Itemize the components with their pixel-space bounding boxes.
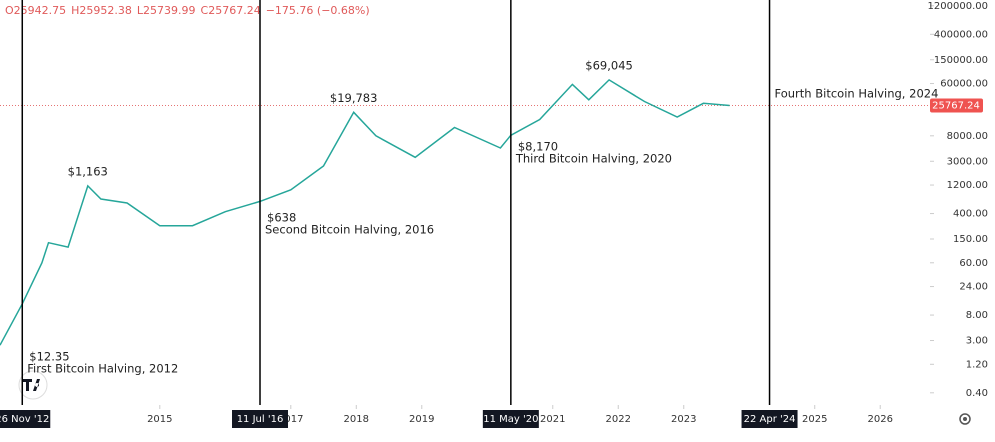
y-tick-label: 60000.00 xyxy=(940,79,988,90)
y-tick-label: 1.20 xyxy=(966,359,988,370)
x-tick-label: 2026 xyxy=(867,414,892,425)
halving-date: 26 Nov '12 xyxy=(0,414,49,425)
y-tick-label: 150000.00 xyxy=(934,55,988,66)
halving-price: $12.35 xyxy=(29,350,69,364)
ohlc-change: −175.76 (−0.68%) xyxy=(266,4,370,17)
halving-name: Third Bitcoin Halving, 2020 xyxy=(515,152,672,166)
halving-name: Fourth Bitcoin Halving, 2024 xyxy=(775,87,939,101)
ohlc-low: L25739.99 xyxy=(137,4,196,17)
y-tick-label: 8000.00 xyxy=(947,131,988,142)
peak-label: $69,045 xyxy=(585,58,633,72)
x-tick-label: 2018 xyxy=(344,414,369,425)
y-tick-label: 1200.00 xyxy=(947,180,988,191)
ohlc-high: H25952.38 xyxy=(71,4,132,17)
y-tick-label: 1200000.00 xyxy=(928,1,988,12)
halving-price: $638 xyxy=(267,211,296,225)
x-tick-label: 2025 xyxy=(802,414,827,425)
ohlc-open: O25942.75 xyxy=(5,4,66,17)
x-tick-label: 2015 xyxy=(147,414,172,425)
price-line xyxy=(0,78,730,346)
peak-label: $1,163 xyxy=(68,164,108,178)
x-tick-label: 2019 xyxy=(409,414,434,425)
halving-name: Second Bitcoin Halving, 2016 xyxy=(265,223,434,237)
tradingview-logo xyxy=(18,370,48,400)
peak-label: $19,783 xyxy=(330,91,378,105)
x-tick-label: 2023 xyxy=(671,414,696,425)
halving-date-tag xyxy=(0,410,51,428)
x-tick-label: 2022 xyxy=(606,414,631,425)
halving-price: $8,170 xyxy=(518,140,558,154)
last-price-tag xyxy=(930,98,983,113)
settings-icon[interactable] xyxy=(959,413,971,425)
y-tick-label: 400.00 xyxy=(953,209,988,220)
halving-date-tag xyxy=(482,410,539,428)
y-tick-label: 60.00 xyxy=(959,258,988,269)
x-tick-label: 2017 xyxy=(278,414,303,425)
halving-date: 11 May '20 xyxy=(483,414,538,425)
halving-date: 22 Apr '24 xyxy=(744,414,796,425)
ohlc-close: C25767.24 xyxy=(201,4,261,17)
y-tick-label: 3.00 xyxy=(966,336,988,347)
y-tick-label: 8.00 xyxy=(966,310,988,321)
halving-date-tag xyxy=(232,410,289,428)
halving-name: First Bitcoin Halving, 2012 xyxy=(27,362,178,376)
y-tick-label: 24.00 xyxy=(959,282,988,293)
x-tick-label: 2021 xyxy=(540,414,565,425)
halving-date: 11 Jul '16 xyxy=(237,414,284,425)
y-tick-label: 150.00 xyxy=(953,234,988,245)
y-tick-label: 3000.00 xyxy=(947,156,988,167)
y-tick-label: 400000.00 xyxy=(934,29,988,40)
ohlc-header: O25942.75 H25952.38 L25739.99 C25767.24 −175… xyxy=(5,4,370,17)
halving-date-tag xyxy=(741,410,798,428)
y-tick-label: 0.40 xyxy=(966,388,988,399)
last-price-label: 25767.24 xyxy=(932,100,980,111)
